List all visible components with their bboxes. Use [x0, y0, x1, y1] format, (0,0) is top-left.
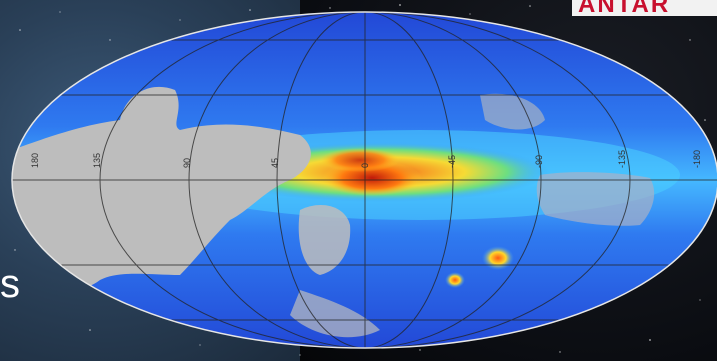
galactic-center-upper [320, 148, 400, 172]
lon-label: -135 [617, 150, 627, 168]
lon-label: -90 [534, 155, 544, 168]
masked-region-upper-right [480, 93, 545, 130]
sky-map-border [11, 11, 717, 349]
lon-label: -45 [447, 155, 457, 168]
slide-side-text: s [0, 262, 20, 306]
masked-region-bottom [290, 290, 380, 338]
lon-label: 90 [182, 158, 192, 168]
hotspot-lower-mid [445, 272, 465, 288]
logo-text: ANTAR [578, 0, 671, 16]
longitude-labels: 180 135 90 45 0 -45 -90 -135 -180 [30, 150, 702, 168]
antares-logo: ANTAR [572, 0, 717, 16]
lon-label: 45 [270, 158, 280, 168]
lon-label: 135 [92, 153, 102, 168]
lon-label: -180 [692, 150, 702, 168]
hotspot-lower-right [482, 246, 514, 270]
lon-label: 180 [30, 153, 40, 168]
masked-region-left [12, 86, 311, 289]
lon-label: 0 [360, 163, 370, 168]
masked-region-center [298, 205, 351, 275]
